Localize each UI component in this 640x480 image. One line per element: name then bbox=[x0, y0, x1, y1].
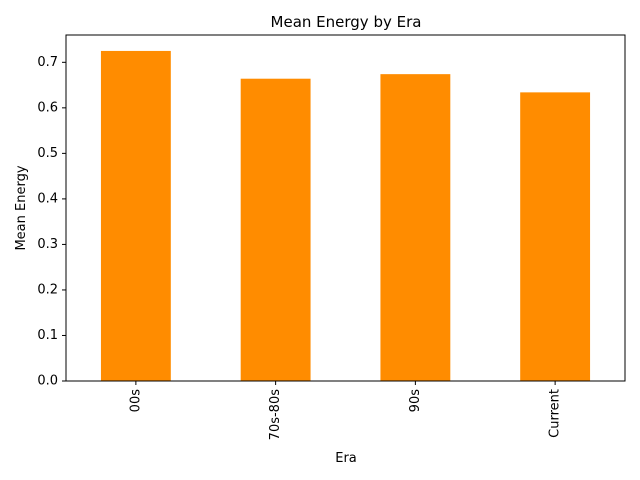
y-axis-label: Mean Energy bbox=[14, 165, 29, 250]
x-tick-label: Current bbox=[548, 389, 563, 438]
bar-00s bbox=[100, 50, 171, 382]
x-axis-ticks: 00s 70s-80s 90s Current bbox=[128, 381, 563, 441]
y-tick-label: 0.5 bbox=[37, 146, 58, 161]
y-tick-label: 0.1 bbox=[37, 328, 58, 343]
x-tick-label: 90s bbox=[408, 389, 423, 413]
x-axis-label: Era bbox=[335, 451, 357, 466]
chart-title: Mean Energy by Era bbox=[271, 13, 422, 31]
bar-current bbox=[520, 92, 591, 381]
bar-70s-80s bbox=[240, 78, 311, 381]
y-tick-label: 0.3 bbox=[37, 237, 58, 252]
bars-group bbox=[100, 50, 591, 382]
plot-frame bbox=[65, 34, 626, 382]
y-tick-label: 0.4 bbox=[37, 191, 58, 206]
bar-90s bbox=[380, 74, 451, 381]
y-tick-label: 0.7 bbox=[37, 55, 58, 70]
y-tick-label: 0.0 bbox=[37, 374, 58, 389]
x-tick-label: 00s bbox=[128, 389, 143, 413]
y-tick-label: 0.2 bbox=[37, 282, 58, 297]
y-axis-ticks: 0.0 0.1 0.2 0.3 0.4 0.5 0.6 0.7 bbox=[37, 55, 66, 389]
x-tick-label: 70s-80s bbox=[268, 389, 283, 441]
y-tick-label: 0.6 bbox=[37, 100, 58, 115]
